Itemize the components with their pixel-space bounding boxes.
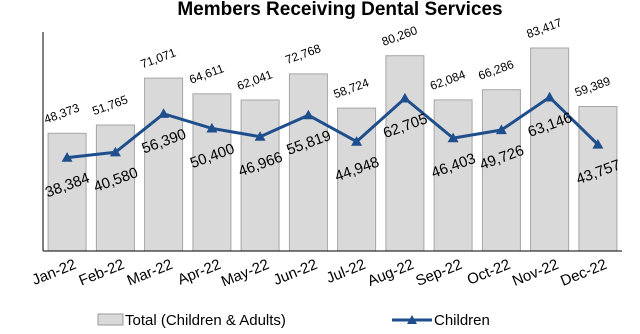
bar-label-jul-22: 58,724	[332, 75, 372, 101]
line-series	[61, 91, 604, 162]
bar-may-22	[240, 99, 280, 252]
x-tick-sep-22: Sep-22	[413, 256, 464, 290]
x-tick-dec-22: Dec-22	[558, 256, 609, 290]
bar-aug-22	[385, 55, 425, 252]
children-point-dec-22	[592, 139, 604, 149]
bar-series	[47, 47, 618, 252]
children-point-jul-22	[351, 136, 363, 146]
x-tick-feb-22: Feb-22	[76, 256, 126, 290]
x-tick-mar-22: Mar-22	[125, 256, 175, 290]
bar-nov-22	[530, 47, 570, 252]
bar-label-mar-22: 71,071	[139, 45, 179, 71]
children-point-nov-22	[544, 91, 556, 102]
bar-mar-22	[144, 77, 184, 252]
x-tick-oct-22: Oct-22	[465, 256, 513, 289]
x-tick-aug-22: Aug-22	[365, 256, 416, 290]
children-point-may-22	[254, 131, 266, 141]
children-point-feb-22	[109, 146, 121, 157]
children-point-apr-22	[206, 122, 218, 133]
bar-label-nov-22: 83,417	[525, 15, 565, 41]
x-tick-jul-22: Jul-22	[324, 256, 368, 287]
bar-label-apr-22: 64,611	[187, 61, 226, 87]
children-point-sep-22	[447, 132, 459, 143]
children-point-jun-22	[302, 109, 314, 120]
bar-label-oct-22: 66,286	[476, 57, 516, 83]
legend-swatch-total	[97, 313, 124, 326]
bar-label-sep-22: 62,084	[428, 67, 468, 93]
children-point-aug-22	[399, 92, 411, 103]
children-point-mar-22	[158, 108, 170, 118]
children-line	[66, 95, 599, 160]
x-tick-jun-22: Jun-22	[271, 256, 320, 289]
x-tick-jan-22: Jan-22	[30, 256, 79, 289]
x-tick-may-22: May-22	[219, 256, 272, 291]
bar-label-dec-22: 59,389	[573, 74, 613, 100]
children-point-jan-22	[61, 152, 73, 162]
bar-feb-22	[95, 124, 135, 252]
bar-label-feb-22: 51,765	[90, 92, 130, 118]
bar-label-aug-22: 80,260	[380, 23, 420, 49]
chart-title: Members Receiving Dental Services	[177, 0, 502, 20]
legend-label-total: Total (Children & Adults)	[125, 312, 286, 329]
x-tick-apr-22: Apr-22	[175, 256, 223, 289]
bar-oct-22	[481, 89, 521, 252]
bar-label-jun-22: 72,768	[283, 41, 323, 67]
legend-marker-children	[407, 315, 417, 324]
x-tick-nov-22: Nov-22	[510, 256, 561, 290]
bar-label-jan-22: 48,373	[42, 101, 82, 127]
bar-label-may-22: 62,041	[235, 67, 275, 93]
bar-jun-22	[288, 73, 328, 252]
legend: Total (Children & Adults) Children	[97, 312, 490, 329]
bar-apr-22	[192, 93, 232, 252]
children-point-oct-22	[495, 124, 507, 135]
legend-label-children: Children	[434, 312, 490, 329]
